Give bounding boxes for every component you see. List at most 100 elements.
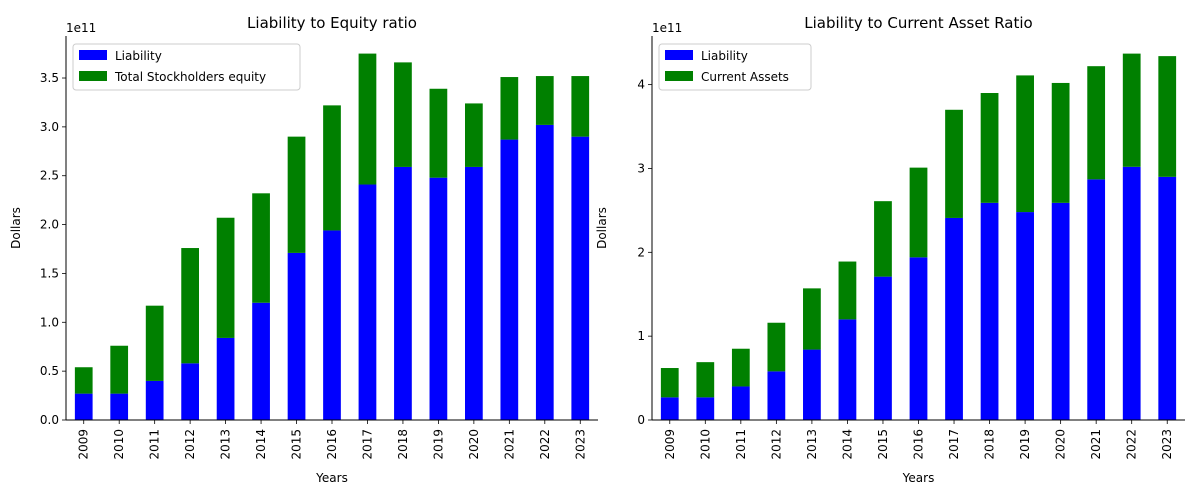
y-tick-label: 1.5 xyxy=(40,266,59,280)
bar-secondary-2021 xyxy=(500,77,519,140)
bar-liability-2018 xyxy=(980,202,999,420)
bar-secondary-2021 xyxy=(1087,66,1106,180)
chart-title: Liability to Current Asset Ratio xyxy=(804,14,1032,32)
x-tick-label: 2017 xyxy=(360,429,374,460)
x-tick-label: 2013 xyxy=(805,429,819,460)
bar-secondary-2009 xyxy=(660,368,679,398)
y-tick-label: 4 xyxy=(637,78,645,92)
y-tick-label: 1 xyxy=(637,329,645,343)
bar-liability-2010 xyxy=(110,393,129,420)
y-tick-label: 0 xyxy=(637,413,645,427)
x-tick-label: 2011 xyxy=(734,429,748,460)
x-tick-label: 2010 xyxy=(698,429,712,460)
bar-liability-2022 xyxy=(1122,166,1141,420)
x-tick-label: 2015 xyxy=(290,429,304,460)
bar-liability-2015 xyxy=(874,276,892,420)
legend-swatch xyxy=(79,71,107,81)
bar-liability-2021 xyxy=(500,139,519,420)
bar-secondary-2012 xyxy=(181,248,199,364)
bar-liability-2018 xyxy=(394,166,412,420)
bar-liability-2009 xyxy=(74,393,93,420)
bar-secondary-2023 xyxy=(571,76,590,137)
chart-title: Liability to Equity ratio xyxy=(247,14,417,32)
y-tick-label: 1.0 xyxy=(40,315,59,329)
bar-secondary-2013 xyxy=(803,288,821,350)
x-tick-label: 2009 xyxy=(663,429,677,460)
bar-secondary-2022 xyxy=(535,76,554,125)
y-offset-label: 1e11 xyxy=(652,21,682,35)
y-tick-label: 3 xyxy=(637,161,645,175)
bar-secondary-2023 xyxy=(1158,56,1177,177)
bar-liability-2011 xyxy=(145,380,164,420)
legend-label: Current Assets xyxy=(701,70,789,84)
y-tick-label: 3.5 xyxy=(40,71,59,85)
bar-liability-2009 xyxy=(660,397,679,420)
bar-liability-2013 xyxy=(216,337,235,420)
bar-liability-2016 xyxy=(323,230,341,420)
bar-liability-2017 xyxy=(945,217,963,420)
y-tick-label: 3.0 xyxy=(40,120,59,134)
x-tick-label: 2015 xyxy=(876,429,890,460)
legend-box xyxy=(658,43,812,91)
legend-swatch xyxy=(79,50,107,60)
x-tick-label: 2014 xyxy=(840,429,854,460)
x-tick-label: 2019 xyxy=(1018,429,1032,460)
x-tick-label: 2021 xyxy=(1089,429,1103,460)
x-axis-label: Years xyxy=(315,471,348,485)
bar-liability-2023 xyxy=(571,136,590,420)
bar-liability-2011 xyxy=(731,386,750,420)
bar-liability-2017 xyxy=(358,184,377,420)
y-tick-label: 2.0 xyxy=(40,218,59,232)
bar-liability-2020 xyxy=(465,166,483,420)
y-offset-label: 1e11 xyxy=(66,21,96,35)
x-axis-label: Years xyxy=(902,471,935,485)
bar-secondary-2019 xyxy=(1016,75,1034,213)
bar-secondary-2014 xyxy=(252,193,270,303)
x-tick-label: 2018 xyxy=(983,429,997,460)
x-tick-label: 2011 xyxy=(148,429,162,460)
bar-liability-2020 xyxy=(1051,202,1070,420)
x-tick-label: 2013 xyxy=(219,429,233,460)
bar-secondary-2010 xyxy=(696,362,715,398)
bar-secondary-2011 xyxy=(731,348,750,387)
y-tick-label: 0.0 xyxy=(40,413,59,427)
x-tick-label: 2012 xyxy=(183,429,197,460)
y-tick-label: 0.5 xyxy=(40,364,59,378)
bar-secondary-2011 xyxy=(145,305,164,381)
bar-secondary-2014 xyxy=(838,261,857,320)
bar-liability-2021 xyxy=(1087,179,1106,420)
bar-secondary-2013 xyxy=(216,217,235,338)
x-tick-label: 2009 xyxy=(77,429,91,460)
legend-swatch xyxy=(665,71,693,81)
y-tick-label: 2.5 xyxy=(40,169,59,183)
bar-secondary-2009 xyxy=(74,367,93,394)
x-tick-label: 2023 xyxy=(573,429,587,460)
bar-secondary-2017 xyxy=(358,53,377,185)
x-tick-label: 2017 xyxy=(947,429,961,460)
bar-liability-2012 xyxy=(181,363,199,420)
bar-liability-2014 xyxy=(252,302,270,420)
legend-box xyxy=(72,43,301,91)
bar-liability-2016 xyxy=(909,257,928,420)
liability-current-assets-chart: 2009 2010 2011 2012 2013 2014 2015 2016 2017 2018… xyxy=(595,14,1185,485)
bar-secondary-2018 xyxy=(980,93,999,203)
bar-secondary-2020 xyxy=(465,103,483,167)
x-tick-label: 2020 xyxy=(1054,429,1068,460)
x-tick-label: 2012 xyxy=(769,429,783,460)
bar-secondary-2022 xyxy=(1122,53,1141,167)
legend: Liability Total Stockholders equity xyxy=(72,43,301,91)
y-axis-label: Dollars xyxy=(9,207,23,249)
bar-liability-2013 xyxy=(803,349,821,420)
x-tick-label: 2021 xyxy=(502,429,516,460)
x-tick-label: 2010 xyxy=(112,429,126,460)
bar-secondary-2012 xyxy=(767,322,786,372)
legend-label: Liability xyxy=(115,49,162,63)
y-axis-label: Dollars xyxy=(595,207,609,249)
x-tick-label: 2018 xyxy=(396,429,410,460)
bar-liability-2019 xyxy=(429,177,448,420)
bar-secondary-2019 xyxy=(429,88,448,178)
bar-secondary-2016 xyxy=(909,167,928,258)
bar-liability-2019 xyxy=(1016,212,1034,420)
